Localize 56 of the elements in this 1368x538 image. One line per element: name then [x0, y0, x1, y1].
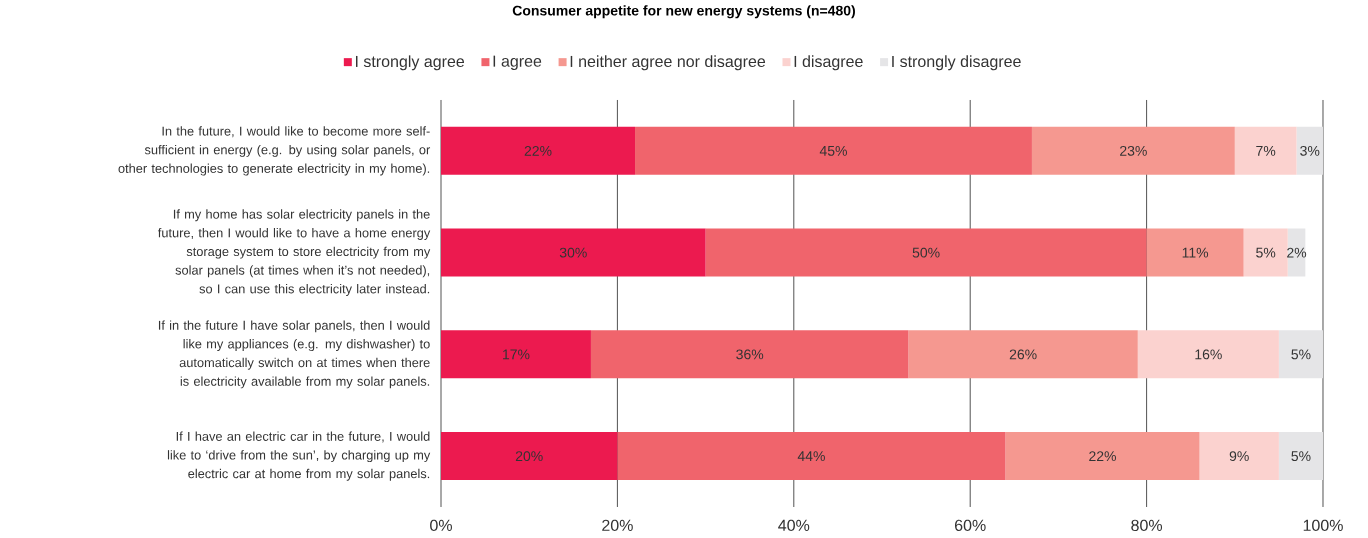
data-label: 50% [912, 247, 940, 258]
legend-label: I strongly agree [355, 55, 465, 71]
bar [441, 432, 618, 481]
data-label: 36% [736, 349, 764, 360]
bar [590, 330, 909, 379]
legend-label: I disagree [794, 55, 863, 71]
bar [1234, 126, 1297, 175]
bar [908, 330, 1138, 379]
data-label: 9% [1229, 451, 1249, 462]
data-label: 22% [1089, 451, 1116, 462]
data-label: 11% [1182, 247, 1209, 258]
bar [441, 330, 591, 379]
bar [617, 432, 1006, 481]
bar [1137, 330, 1279, 379]
bar [1199, 432, 1279, 481]
bar [1296, 126, 1323, 175]
chart-title: Consumer appetite for new energy systems (n=480) [512, 5, 855, 19]
bar [1278, 432, 1323, 481]
data-label: 2% [1287, 247, 1307, 258]
bar [1146, 228, 1244, 277]
y-tick-label: If my home has solar electricity panels in the future, then I would like to have a home energy storage system to store electricity from my solar panels (at times when it’s not needed), so I can use this electricity later instead. [157, 209, 431, 296]
data-label: 26% [1009, 349, 1037, 360]
x-tick-label: 40% [778, 519, 810, 532]
data-label: 22% [524, 145, 552, 156]
x-tick-label: 20% [602, 519, 633, 532]
data-label: 44% [797, 451, 825, 462]
legend-label: I strongly disagree [892, 55, 1021, 71]
bar [441, 126, 636, 175]
x-tick-label: 100% [1303, 519, 1343, 532]
y-tick-label: If in the future I have solar panels, then I would like my appliances (e.g. my dishwasher) to automatically switch on at times when there is electricity available from my solar panels. [158, 320, 430, 389]
bar [441, 228, 706, 277]
bar [1031, 126, 1235, 175]
y-tick-label: In the future, I would like to become more self-sufficient in energy (e.g. by using solar panels, or other technologies to generate electricity in my home). [118, 126, 431, 176]
data-label: 20% [515, 451, 543, 462]
bar [635, 126, 1032, 175]
data-label: 3% [1300, 145, 1320, 156]
data-label: 5% [1291, 451, 1311, 462]
data-label: 5% [1291, 349, 1311, 360]
legend-label: I neither agree nor disagree [570, 55, 766, 71]
x-tick-label: 60% [955, 519, 986, 532]
data-label: 7% [1256, 145, 1276, 156]
data-label: 30% [559, 247, 587, 258]
legend-label: I agree [493, 55, 542, 70]
bar [1278, 330, 1323, 379]
x-tick-label: 80% [1131, 519, 1163, 532]
data-label: 17% [503, 349, 530, 360]
data-label: 5% [1256, 247, 1276, 258]
y-tick-label: If I have an electric car in the future, I would like to ‘drive from the sun’, by charging up my electric car at home from my solar panels. [167, 431, 431, 481]
bar [1005, 432, 1200, 481]
data-label: 23% [1120, 145, 1147, 156]
bar [705, 228, 1147, 277]
x-tick-label: 0% [430, 519, 452, 532]
data-label: 45% [819, 145, 847, 156]
bar [1243, 228, 1288, 277]
bar [1287, 228, 1306, 277]
data-label: 16% [1195, 349, 1222, 360]
